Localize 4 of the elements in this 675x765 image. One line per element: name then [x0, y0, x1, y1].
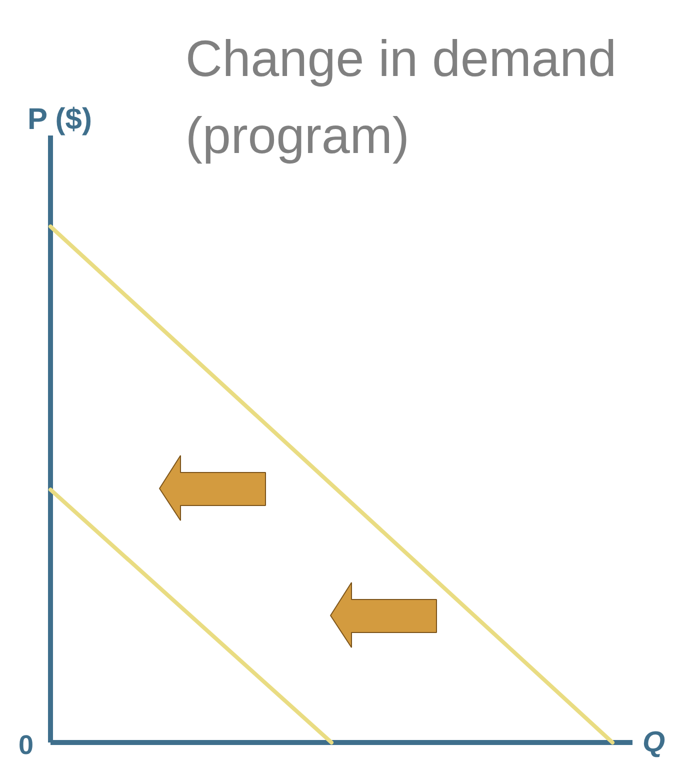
text: 0: [18, 730, 34, 760]
y-axis-title: P ($): [28, 103, 92, 136]
x-axis-title: Q: [642, 726, 666, 758]
chart-title: Change in demand (program): [186, 30, 616, 164]
